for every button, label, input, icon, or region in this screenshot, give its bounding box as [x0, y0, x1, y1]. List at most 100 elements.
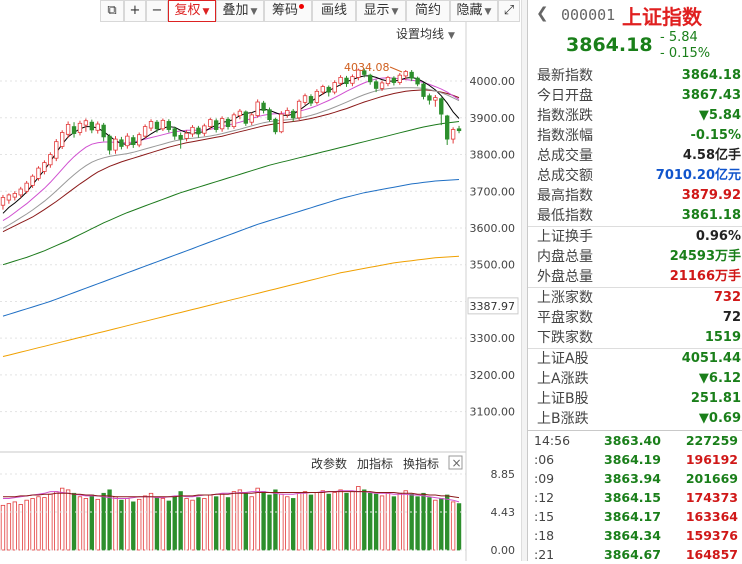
chip-button[interactable]: 筹码 [264, 0, 312, 22]
high-value-label: 4034.08 [344, 61, 390, 74]
candle-body [142, 126, 148, 137]
volume-bar [95, 498, 100, 551]
candle-body [36, 167, 41, 179]
quote-row-value: 251.81 [690, 391, 741, 406]
quote-row-label: 总成交额 [537, 168, 593, 184]
prev-arrow-icon[interactable]: ❮ [536, 4, 549, 22]
price-tick-label: 3300.00 [470, 332, 516, 345]
ma-settings-label[interactable]: 设置均线 [396, 27, 444, 41]
volume-bar [391, 496, 397, 551]
overlay-button[interactable]: 叠加 ▼ [216, 0, 264, 22]
change-params-button[interactable]: 改参数 [311, 456, 347, 471]
copy-icon[interactable]: ⧉ [100, 0, 124, 22]
quote-header: ❮ 000001 上证指数 [528, 0, 742, 30]
annotation-arrow [389, 66, 403, 73]
volume-bar [89, 494, 94, 551]
zoom-out-icon[interactable]: − [146, 0, 168, 22]
tick-row: 14:56 3863.40 227259 [528, 431, 742, 450]
quote-row-label: 最高指数 [537, 188, 593, 204]
change-value: - 5.84 [660, 30, 698, 45]
tick-time: :09 [534, 471, 555, 486]
volume-bar [255, 487, 260, 551]
volume-bar [291, 498, 296, 551]
price-tick-label: 3800.00 [470, 149, 516, 162]
kline-chart-area[interactable]: ⧉ + − 复权 ▼ 叠加 ▼ 筹码 画线 显示 ▼ 简约 隐藏 ▼ ⤢ 4000.00… [0, 0, 521, 561]
candle-body [373, 81, 379, 89]
add-indicator-button[interactable]: 加指标 [357, 456, 393, 471]
panel-scrollbar[interactable] [521, 0, 528, 561]
switch-indicator-button[interactable]: 换指标 [403, 456, 439, 471]
tick-volume: 164857 [685, 547, 738, 562]
candle-body [385, 76, 391, 85]
tick-volume: 227259 [685, 433, 738, 448]
volume-bar [403, 490, 408, 551]
display-label: 显示 [363, 3, 390, 18]
price-tick-label: 3100.00 [470, 406, 516, 419]
price-tick-label: 3600.00 [470, 222, 516, 235]
volume-bar [249, 496, 254, 551]
candle-body [148, 121, 154, 129]
volume-bar [160, 498, 166, 551]
volume-bar [362, 489, 367, 551]
candle-body [30, 175, 35, 186]
candle-body [101, 124, 106, 138]
volume-bar [373, 493, 379, 551]
quote-row: 最新指数 3864.18 [528, 66, 742, 86]
tick-volume: 196192 [685, 452, 738, 467]
zoom-in-icon[interactable]: + [124, 0, 146, 22]
volume-bar [356, 486, 361, 551]
display-button[interactable]: 显示 ▼ [356, 0, 406, 22]
candle-body [95, 123, 100, 131]
candle-body [18, 188, 23, 196]
quote-row-value: 72 [722, 310, 741, 325]
candle-body [225, 118, 231, 128]
volume-bar [131, 501, 136, 551]
candle-body [291, 110, 296, 119]
quote-row: 今日开盘 3867.43 [528, 86, 742, 106]
volume-bar [107, 489, 112, 551]
tick-row: :18 3864.34 159376 [528, 526, 742, 545]
quote-row-value: 3864.18 [681, 68, 741, 83]
candle-body [48, 154, 53, 166]
brief-button[interactable]: 简约 [406, 0, 450, 22]
volume-bar [296, 492, 302, 551]
volume-bar [30, 498, 35, 551]
volume-bar [243, 492, 248, 551]
volume-bar [332, 492, 337, 551]
volume-bar [125, 498, 130, 551]
draw-line-button[interactable]: 画线 [312, 0, 356, 22]
quote-row-label: 最低指数 [537, 208, 593, 224]
candle-body [249, 114, 254, 123]
tick-time: 14:56 [534, 433, 571, 448]
tick-row: :06 3864.19 196192 [528, 450, 742, 469]
volume-bar [119, 499, 124, 551]
tick-list[interactable]: 14:56 3863.40 227259:06 3864.19 196192 :09 386… [528, 430, 742, 564]
volume-bar [320, 490, 325, 551]
volume-bar [190, 499, 195, 551]
volume-bar [456, 503, 462, 551]
candle-body [24, 182, 29, 192]
volume-bar [154, 497, 160, 551]
volume-bar [450, 501, 456, 551]
hide-button[interactable]: 隐藏 ▼ [450, 0, 498, 22]
change-percent: - 0.15% [660, 46, 711, 61]
volume-bar [172, 496, 177, 551]
candle-body [439, 98, 444, 115]
candle-body [77, 122, 83, 133]
draw-line-label: 画线 [320, 3, 347, 18]
candle-body [267, 109, 272, 121]
quote-row-value: 4051.44 [681, 351, 741, 366]
close-indicator-icon[interactable] [448, 455, 463, 470]
candle-body [368, 74, 373, 83]
candle-body [137, 134, 142, 146]
restore-rights-button[interactable]: 复权 ▼ [168, 0, 216, 22]
candle-body [243, 111, 248, 124]
chevron-down-icon: ▼ [202, 7, 210, 17]
tick-volume: 174373 [685, 490, 738, 505]
tick-price: 3864.17 [604, 509, 661, 524]
volume-bar [379, 495, 385, 551]
candle-body [344, 77, 349, 85]
fullscreen-icon[interactable]: ⤢ [498, 0, 520, 22]
candle-body [403, 71, 408, 77]
quote-row-label: 外盘总量 [537, 269, 593, 285]
